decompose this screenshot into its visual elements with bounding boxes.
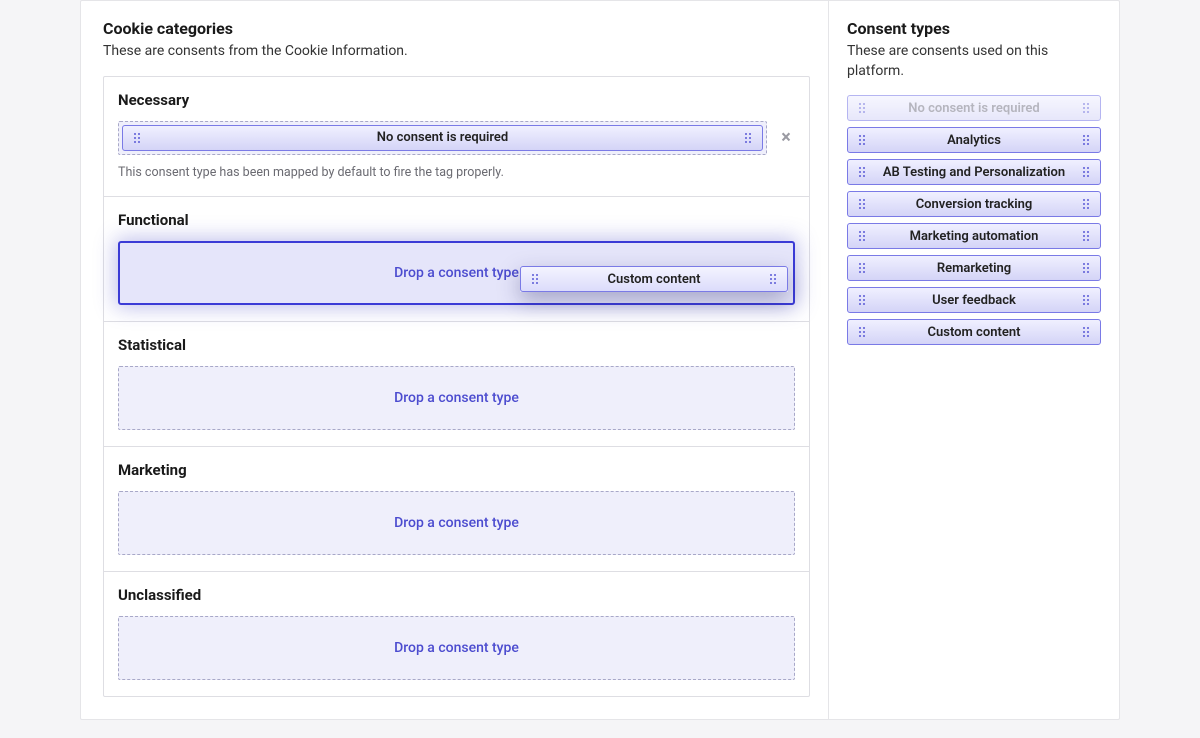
category-title: Marketing: [118, 461, 795, 479]
drop-placeholder-text: Drop a consent type: [394, 265, 519, 281]
drag-handle-icon[interactable]: [738, 126, 758, 150]
drag-handle-icon[interactable]: [127, 126, 147, 150]
drop-placeholder-text: Drop a consent type: [394, 515, 519, 531]
drag-handle-icon[interactable]: [1076, 160, 1096, 184]
drag-handle-icon[interactable]: [1076, 192, 1096, 216]
drag-handle-icon[interactable]: [852, 288, 872, 312]
drag-handle-icon[interactable]: [1076, 320, 1096, 344]
drag-handle-icon[interactable]: [1076, 128, 1096, 152]
consent-chip-label: Custom content: [608, 272, 701, 287]
category-statistical: Statistical Drop a consent type: [104, 322, 809, 447]
category-necessary: Necessary No consent is required: [104, 77, 809, 197]
cookie-categories-column: Cookie categories These are consents fro…: [81, 1, 829, 719]
consent-types-list: No consent is required Analytics AB Test…: [847, 95, 1101, 345]
consent-type-label: Conversion tracking: [916, 197, 1033, 212]
drag-handle-icon[interactable]: [852, 128, 872, 152]
drag-handle-icon[interactable]: [852, 224, 872, 248]
drag-handle-icon[interactable]: [852, 256, 872, 280]
category-title: Unclassified: [118, 586, 795, 604]
category-mapping-note: This consent type has been mapped by def…: [118, 165, 795, 180]
consent-mapping-panel: Cookie categories These are consents fro…: [80, 0, 1120, 720]
category-drop-slot[interactable]: Drop a consent type: [118, 491, 795, 555]
category-marketing: Marketing Drop a consent type: [104, 447, 809, 572]
consent-type-label: AB Testing and Personalization: [883, 165, 1065, 180]
consent-type-label: User feedback: [932, 293, 1016, 308]
category-drop-slot[interactable]: Drop a consent type: [118, 366, 795, 430]
consent-type-chip[interactable]: AB Testing and Personalization: [847, 159, 1101, 185]
consent-type-chip[interactable]: User feedback: [847, 287, 1101, 313]
consent-type-chip[interactable]: Analytics: [847, 127, 1101, 153]
drag-handle-icon[interactable]: [852, 160, 872, 184]
consent-chip-label: No consent is required: [377, 130, 508, 145]
drag-handle-icon[interactable]: [1076, 256, 1096, 280]
consent-type-label: Remarketing: [937, 261, 1011, 276]
drop-placeholder-text: Drop a consent type: [394, 390, 519, 406]
consent-type-label: Marketing automation: [910, 229, 1039, 244]
category-unclassified: Unclassified Drop a consent type: [104, 572, 809, 696]
category-title: Necessary: [118, 91, 795, 109]
drag-handle-icon[interactable]: [525, 267, 545, 291]
category-title: Functional: [118, 211, 795, 229]
categories-list: Necessary No consent is required: [103, 76, 810, 697]
consent-type-label: Custom content: [928, 325, 1021, 340]
consent-types-title: Consent types: [847, 19, 1101, 38]
consent-type-chip[interactable]: Marketing automation: [847, 223, 1101, 249]
consent-type-label: Analytics: [947, 133, 1001, 148]
drag-handle-icon: [852, 96, 872, 120]
consent-types-column: Consent types These are consents used on…: [829, 1, 1119, 719]
drag-handle-icon[interactable]: [852, 320, 872, 344]
consent-type-chip[interactable]: Custom content: [847, 319, 1101, 345]
consent-types-subtitle: These are consents used on this platform…: [847, 42, 1101, 81]
drag-handle-icon[interactable]: [852, 192, 872, 216]
dragging-consent-chip[interactable]: Custom content: [520, 266, 788, 292]
category-title: Statistical: [118, 336, 795, 354]
consent-type-label: No consent is required: [908, 101, 1039, 116]
category-drop-slot[interactable]: Drop a consent type: [118, 616, 795, 680]
consent-type-chip[interactable]: Remarketing: [847, 255, 1101, 281]
cookie-categories-subtitle: These are consents from the Cookie Infor…: [103, 42, 810, 62]
drag-handle-icon[interactable]: [763, 267, 783, 291]
consent-type-chip-disabled: No consent is required: [847, 95, 1101, 121]
consent-type-chip[interactable]: Conversion tracking: [847, 191, 1101, 217]
drag-handle-icon[interactable]: [1076, 224, 1096, 248]
drop-placeholder-text: Drop a consent type: [394, 640, 519, 656]
cookie-categories-title: Cookie categories: [103, 19, 810, 38]
consent-chip-no-consent[interactable]: No consent is required: [122, 125, 763, 151]
category-drop-slot[interactable]: No consent is required: [118, 121, 767, 155]
category-functional: Functional Drop a consent type: [104, 197, 809, 322]
remove-mapping-button[interactable]: ×: [777, 127, 795, 148]
drag-handle-icon[interactable]: [1076, 288, 1096, 312]
drag-handle-icon: [1076, 96, 1096, 120]
